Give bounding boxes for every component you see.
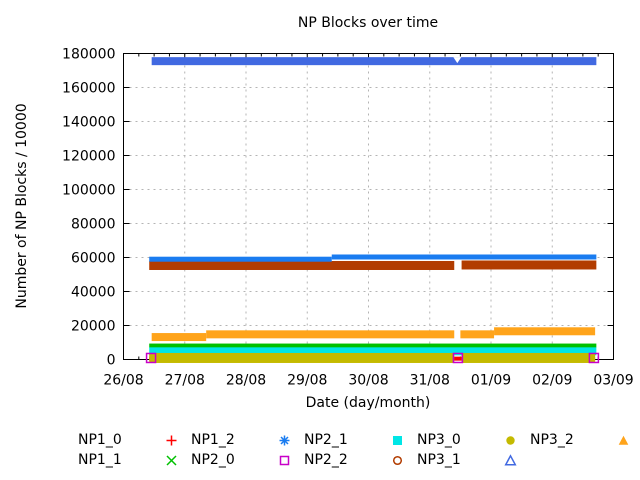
series-band-np1_2 [149, 256, 332, 262]
y-tick-label: 60000 [71, 251, 116, 267]
x-tick-label: 27/08 [165, 373, 205, 389]
series-band-np3_0 [461, 352, 596, 363]
legend-label: NP1_2 [191, 432, 235, 448]
series-marker-np2_0 [588, 352, 600, 364]
legend-label: NP3_1 [417, 452, 461, 468]
legend-label: NP3_0 [417, 432, 461, 448]
legend-item-np3_1: NP3_1 [417, 450, 518, 470]
legend-item-np3_0: NP3_0 [417, 430, 518, 450]
series-band-np3_2 [494, 327, 596, 336]
y-tick-label: 140000 [62, 115, 115, 131]
series-band-np3_1 [151, 57, 597, 66]
band-notch [453, 57, 462, 64]
series-band-np3_2 [151, 333, 207, 342]
series-band-np1_1 [149, 343, 597, 348]
legend-item-np1_0: NP1_0 [78, 430, 179, 450]
legend-item-np1_2: NP1_2 [191, 430, 292, 450]
series-marker-np2_0 [452, 352, 464, 364]
legend-item-np2_1: NP2_1 [304, 430, 405, 450]
y-tick-label: 100000 [62, 183, 115, 199]
series-band-np3_2 [206, 330, 455, 339]
legend-label: NP1_1 [78, 452, 122, 468]
circle-open-icon [392, 455, 403, 465]
legend-item-np2_0: NP2_0 [191, 450, 292, 470]
x-tick-label: 31/08 [410, 373, 450, 389]
y-tick-label: 180000 [62, 47, 115, 63]
plus-icon [166, 435, 177, 445]
x-tick-label: 01/09 [471, 373, 511, 389]
x-tick-label: 26/08 [103, 373, 143, 389]
series-band-np2_2 [461, 260, 597, 270]
y-tick-label: 160000 [62, 81, 115, 97]
cross-icon [166, 454, 177, 466]
series-band-np1_2 [331, 254, 597, 260]
series-band-np2_2 [149, 260, 455, 270]
series-band-np2_1 [149, 347, 597, 356]
x-tick-label: 30/08 [348, 373, 388, 389]
circle-filled-icon [506, 435, 515, 445]
legend-label: NP3_2 [530, 432, 574, 448]
legend-item-np3_2: NP3_2 [530, 430, 631, 450]
x-axis-label: Date (day/month) [305, 395, 431, 411]
y-tick-label: 80000 [71, 217, 116, 233]
y-tick-label: 20000 [71, 319, 116, 335]
y-tick-label: 40000 [71, 285, 116, 301]
legend-item-np2_2: NP2_2 [304, 450, 405, 470]
square-open-icon [279, 455, 290, 465]
chart-title: NP Blocks over time [297, 15, 439, 31]
legend: NP1_0 NP1_1 NP1_2 NP2_0 NP2_1 NP2_2 NP3_0 NP3_1… [78, 430, 631, 470]
y-tick-label: 120000 [62, 149, 115, 165]
asterisk-icon [279, 435, 290, 445]
legend-label: NP2_2 [304, 452, 348, 468]
legend-label: NP2_1 [304, 432, 348, 448]
legend-label: NP1_0 [78, 432, 122, 448]
y-tick-label: 0 [107, 353, 116, 369]
x-tick-label: 03/09 [593, 373, 633, 389]
triangle-filled-icon [618, 435, 629, 445]
legend-label: NP2_0 [191, 452, 235, 468]
plot-frame [123, 53, 614, 360]
legend-item-np1_1: NP1_1 [78, 450, 179, 470]
x-tick-label: 29/08 [287, 373, 327, 389]
x-tick-label: 28/08 [226, 373, 266, 389]
x-tick-label: 02/09 [532, 373, 572, 389]
series-band-np3_0 [149, 352, 455, 363]
series-marker-np2_0 [145, 352, 157, 364]
triangle-open-icon [504, 453, 517, 466]
square-filled-icon [393, 435, 402, 445]
series-band-np3_2 [460, 330, 495, 339]
